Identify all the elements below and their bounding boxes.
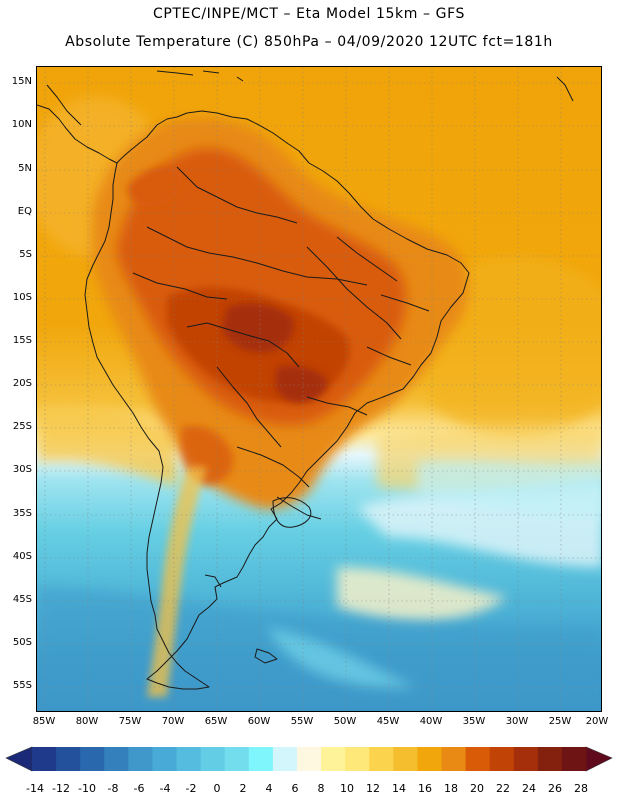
colorbar-label: 26 [548, 782, 562, 795]
lat-label: 5S [19, 249, 32, 260]
colorbar-label: 10 [340, 782, 354, 795]
colorbar-segment [417, 747, 442, 771]
colorbar-segments [32, 747, 587, 771]
lon-label: 85W [32, 716, 56, 727]
colorbar-segment [537, 747, 563, 771]
colorbar-segment [80, 747, 105, 771]
colorbar-segment [104, 747, 129, 771]
colorbar-label: 0 [213, 782, 221, 795]
colorbar-label: -4 [159, 782, 171, 795]
colorbar-label: 16 [418, 782, 432, 795]
lon-label: 75W [118, 716, 142, 727]
colorbar-segment [128, 747, 153, 771]
lon-label: 40W [419, 716, 443, 727]
colorbar-segment [393, 747, 418, 771]
colorbar-label: -6 [133, 782, 145, 795]
coastlines [37, 70, 574, 690]
lon-label: 55W [290, 716, 314, 727]
lon-label: 45W [376, 716, 400, 727]
colorbar-segment [32, 747, 57, 771]
lon-label: 25W [548, 716, 572, 727]
lat-label: 30S [12, 464, 32, 475]
colorbar-label: 20 [470, 782, 484, 795]
colorbar-low-cap [5, 746, 33, 772]
colorbar-label: 8 [317, 782, 325, 795]
colorbar-segment [345, 747, 370, 771]
lat-label: 35S [12, 508, 32, 519]
colorbar-label: 4 [265, 782, 273, 795]
colorbar-label: -2 [185, 782, 197, 795]
colorbar-label: 18 [444, 782, 458, 795]
color-scale-bar [5, 746, 613, 772]
lat-label: EQ [17, 206, 32, 217]
colorbar-label: 6 [291, 782, 299, 795]
colorbar-segment [200, 747, 226, 771]
lat-label: 15N [11, 76, 32, 87]
temperature-map [36, 66, 602, 712]
lat-label: 20S [12, 378, 32, 389]
lat-label: 15S [12, 335, 32, 346]
colorbar-segment [321, 747, 346, 771]
lat-label: 50S [12, 637, 32, 648]
colorbar-label: -8 [107, 782, 119, 795]
chart-title-line2: Absolute Temperature (C) 850hPa – 04/09/… [65, 34, 553, 50]
colorbar-label: 24 [522, 782, 536, 795]
colorbar-segment [441, 747, 466, 771]
lon-label: 30W [505, 716, 529, 727]
lon-label: 60W [247, 716, 271, 727]
colorbar-segment [176, 747, 202, 771]
colorbar-label: 2 [239, 782, 247, 795]
lat-label: 10N [11, 119, 32, 130]
lon-label: 65W [204, 716, 228, 727]
lon-label: 80W [75, 716, 99, 727]
lat-label: 25S [12, 421, 32, 432]
colorbar-segment [465, 747, 491, 771]
colorbar-segment [152, 747, 177, 771]
lat-label: 10S [12, 292, 32, 303]
colorbar-label: -12 [52, 782, 70, 795]
colorbar-label: 28 [574, 782, 588, 795]
colorbar-segment [56, 747, 81, 771]
colorbar-segment [272, 747, 298, 771]
colorbar-label: -14 [26, 782, 44, 795]
colorbar-segment [561, 747, 587, 771]
lon-label: 50W [333, 716, 357, 727]
lat-label: 45S [12, 594, 32, 605]
colorbar-segment [369, 747, 394, 771]
colorbar-high-cap [585, 746, 613, 772]
lon-label: 70W [161, 716, 185, 727]
lon-label: 35W [462, 716, 486, 727]
colorbar-label: -10 [78, 782, 96, 795]
temperature-field [37, 67, 601, 711]
colorbar-segment [224, 747, 250, 771]
lat-label: 5N [18, 163, 32, 174]
colorbar-segment [296, 747, 322, 771]
colorbar-label: 12 [366, 782, 380, 795]
colorbar-segment [513, 747, 539, 771]
lon-label: 20W [585, 716, 609, 727]
lat-label: 40S [12, 551, 32, 562]
colorbar-segment [489, 747, 515, 771]
lat-label: 55S [12, 680, 32, 691]
colorbar-label: 14 [392, 782, 406, 795]
colorbar-segment [248, 747, 274, 771]
chart-title-line1: CPTEC/INPE/MCT – Eta Model 15km – GFS [152, 6, 466, 22]
colorbar-label: 22 [496, 782, 510, 795]
